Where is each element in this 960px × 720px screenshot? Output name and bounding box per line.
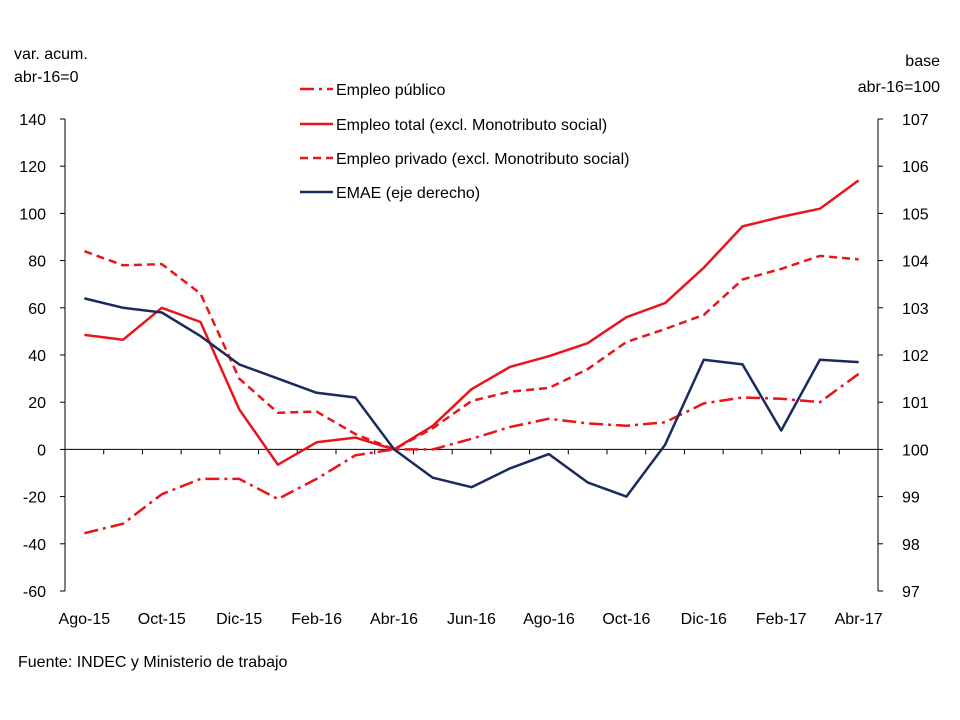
x-tick-label: Ago-15 [59,611,111,628]
x-tick-label: Jun-16 [447,611,496,628]
left-tick-label: -40 [23,537,46,554]
x-tick-label: Oct-15 [138,611,186,628]
left-tick-label: 80 [28,254,46,271]
right-tick-label: 106 [902,159,929,176]
right-tick-label: 107 [902,112,929,129]
legend-label-2: Empleo privado (excl. Monotributo social… [336,151,629,168]
left-tick-label: -60 [23,584,46,601]
left-tick-label: 140 [19,112,46,129]
right-axis-label-line2: abr-16=100 [858,79,940,96]
right-tick-label: 102 [902,348,929,365]
left-tick-label: 20 [28,395,46,412]
x-tick-label: Abr-17 [835,611,883,628]
series-line-2 [83,250,859,451]
left-tick-label: -20 [23,490,46,507]
source-note: Fuente: INDEC y Ministerio de trabajo [18,654,288,671]
x-tick-label: Feb-17 [756,611,807,628]
right-tick-label: 103 [902,301,929,318]
left-tick-label: 60 [28,301,46,318]
right-tick-label: 105 [902,206,929,223]
right-tick-label: 100 [902,442,929,459]
series-line-3 [84,297,859,498]
legend-label-1: Empleo total (excl. Monotributo social) [336,117,607,134]
x-tick-label: Dic-16 [681,611,727,628]
legend-label-3: EMAE (eje derecho) [336,185,480,202]
left-tick-label: 100 [19,206,46,223]
left-tick-label: 40 [28,348,46,365]
right-tick-label: 98 [902,537,920,554]
left-tick-label: 120 [19,159,46,176]
x-tick-label: Dic-15 [216,611,262,628]
right-tick-label: 97 [902,584,920,601]
right-tick-label: 101 [902,395,929,412]
series-line-0 [84,372,860,535]
x-tick-label: Ago-16 [523,611,575,628]
left-axis-label-line1: var. acum. [14,46,88,63]
series-line-1 [84,179,860,466]
x-tick-label: Abr-16 [370,611,418,628]
right-tick-label: 104 [902,254,929,271]
x-tick-label: Oct-16 [602,611,650,628]
left-tick-label: 0 [37,442,46,459]
x-tick-label: Feb-16 [291,611,342,628]
legend-label-0: Empleo público [336,82,446,99]
right-axis-label-line1: base [905,53,940,70]
right-tick-label: 99 [902,490,920,507]
left-axis-label-line2: abr-16=0 [14,69,79,86]
